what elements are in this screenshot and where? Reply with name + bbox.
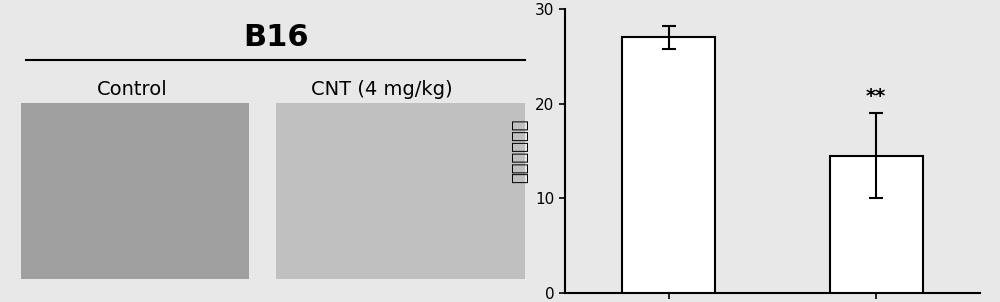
Bar [622,37,715,293]
Text: CNT (4 mg/kg): CNT (4 mg/kg) [311,80,453,99]
Bar [830,156,923,293]
Y-axis label: 肺转移结节数: 肺转移结节数 [512,119,530,183]
FancyBboxPatch shape [276,103,525,279]
Text: Control: Control [97,80,168,99]
Text: **: ** [866,87,886,106]
Text: B16: B16 [243,23,308,52]
FancyBboxPatch shape [21,103,249,279]
